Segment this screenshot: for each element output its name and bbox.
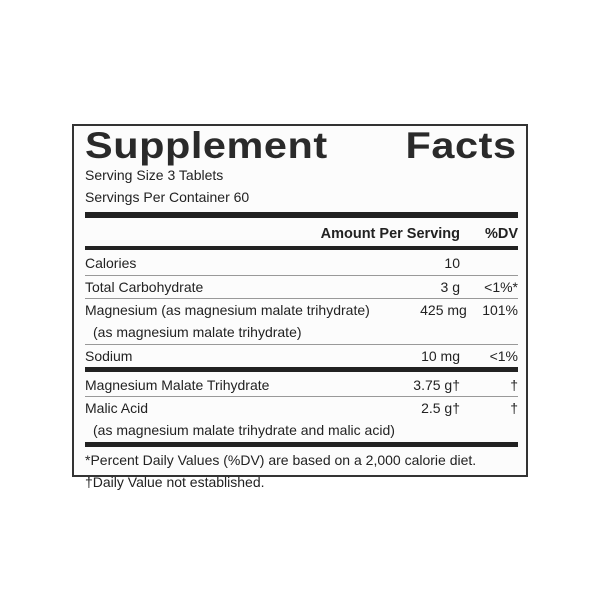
divider-thin [85, 396, 518, 397]
nutrient-row-carbohydrate: Total Carbohydrate 3 g <1%* [85, 276, 518, 298]
nutrient-name: Magnesium (as magnesium malate trihydrat… [85, 302, 370, 318]
nutrient-name: Total Carbohydrate [85, 279, 204, 295]
serving-size: Serving Size 3 Tablets [85, 167, 224, 183]
nutrient-name: Malic Acid [85, 400, 149, 416]
nutrient-dv: † [510, 377, 518, 393]
divider-thick [85, 212, 518, 218]
nutrient-row-malic-acid: Malic Acid 2.5 g† † [85, 397, 518, 419]
divider-thin [85, 275, 518, 276]
title-right: Facts [405, 125, 517, 166]
nutrient-row-sodium: Sodium 10 mg <1% [85, 345, 518, 367]
divider-medium [85, 246, 518, 250]
nutrient-row-magnesium-malate: Magnesium Malate Trihydrate 3.75 g† † [85, 374, 518, 396]
servings-per-container: Servings Per Container 60 [85, 189, 250, 205]
nutrient-name: Sodium [85, 348, 133, 364]
divider-thick [85, 442, 518, 447]
footnote-dagger: †Daily Value not established. [85, 474, 265, 490]
divider-thin [85, 298, 518, 299]
header-amount: Amount Per Serving [320, 226, 460, 242]
nutrient-name: Calories [85, 255, 137, 271]
nutrient-name: Magnesium Malate Trihydrate [85, 377, 270, 393]
supplement-facts-panel: Supplement Facts Serving Size 3 Tablets … [72, 124, 528, 490]
nutrient-dv: <1% [489, 348, 518, 364]
divider-thin [85, 344, 518, 345]
nutrient-row-calories: Calories 10 [85, 252, 518, 274]
nutrient-amount: 10 mg [421, 348, 460, 364]
nutrient-dv [460, 252, 518, 274]
nutrient-amount: 425 mg [420, 302, 467, 318]
nutrient-amount: 10 [444, 255, 460, 271]
nutrient-dv: † [510, 400, 518, 416]
footnote-dv: *Percent Daily Values (%DV) are based on… [85, 452, 477, 468]
nutrient-amount: 2.5 g† [421, 400, 460, 416]
column-header: Amount Per Serving %DV [85, 222, 518, 246]
panel-title: Supplement Facts [85, 127, 517, 165]
nutrient-amount: 3.75 g† [413, 377, 460, 393]
title-left: Supplement [85, 125, 328, 166]
nutrient-subtext: (as magnesium malate trihydrate and mali… [93, 422, 395, 438]
nutrient-amount: 3 g [440, 279, 460, 295]
nutrient-subtext: (as magnesium malate trihydrate) [93, 324, 302, 340]
divider-thick [85, 367, 518, 372]
nutrient-dv: 101% [482, 302, 518, 318]
nutrient-dv: <1%* [484, 279, 518, 295]
nutrient-row-magnesium: Magnesium (as magnesium malate trihydrat… [85, 299, 518, 321]
header-dv: %DV [484, 226, 518, 242]
